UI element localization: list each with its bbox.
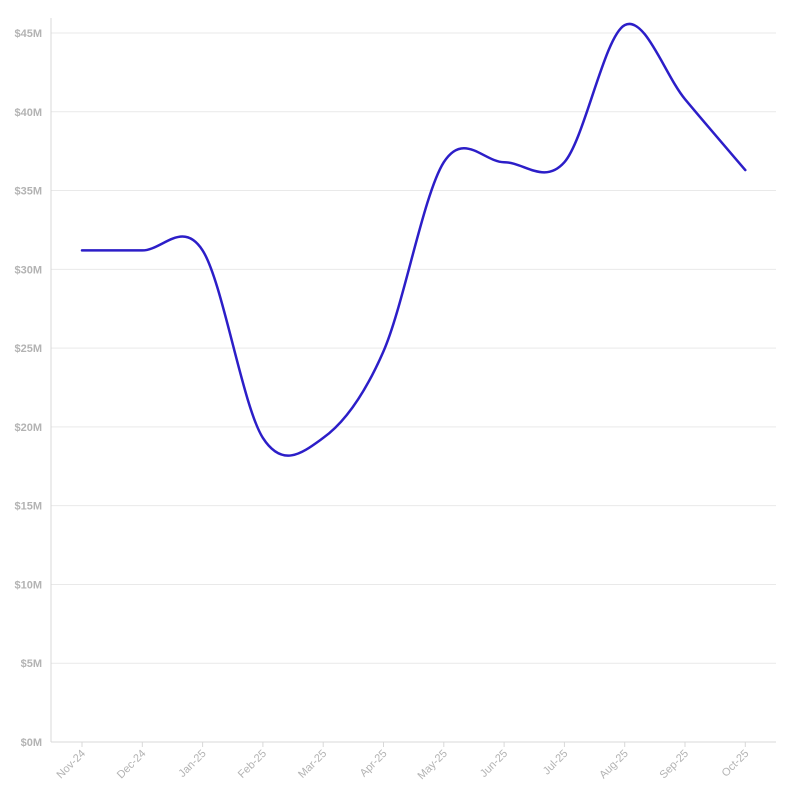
data-point[interactable] (317, 432, 329, 444)
x-tick-label: Jul-25 (541, 748, 571, 778)
x-axis-labels: Nov-24 Dec-24 Jan-25 Feb-25 Mar-25 Apr-25 May-… (55, 742, 752, 782)
y-axis-labels: $0M $5M $10M $15M $20M $25M $30M $35M $40M $45M (14, 28, 42, 749)
y-tick-label: $25M (14, 343, 42, 355)
y-tick-label: $45M (14, 28, 42, 40)
y-tick-label: $0M (21, 737, 42, 749)
x-tick-label: Dec-24 (115, 748, 149, 782)
y-tick-label: $15M (14, 501, 42, 513)
y-tick-label: $30M (14, 264, 42, 276)
series-line-0 (80, 22, 747, 457)
y-tick-label: $5M (21, 658, 42, 670)
data-point[interactable] (76, 244, 88, 256)
data-point[interactable] (197, 244, 209, 256)
x-tick-label: Mar-25 (296, 748, 329, 781)
data-point[interactable] (378, 345, 390, 357)
axis-layer (50, 18, 776, 743)
data-point[interactable] (498, 156, 510, 168)
data-point[interactable] (257, 432, 269, 444)
x-tick-label: Oct-25 (720, 748, 752, 780)
y-tick-label: $20M (14, 422, 42, 434)
y-tick-label: $40M (14, 107, 42, 119)
data-point[interactable] (558, 156, 570, 168)
x-tick-label: Feb-25 (236, 748, 269, 781)
x-tick-label: Jan-25 (176, 748, 208, 780)
data-point[interactable] (136, 244, 148, 256)
grid-layer (51, 32, 776, 743)
y-tick-label: $35M (14, 186, 42, 198)
series-layer (76, 19, 751, 457)
x-tick-label: Apr-25 (358, 748, 390, 780)
data-point[interactable] (438, 156, 450, 168)
data-point[interactable] (739, 164, 751, 176)
data-point[interactable] (619, 19, 631, 31)
x-tick-label: May-25 (415, 748, 449, 782)
y-tick-label: $10M (14, 579, 42, 591)
x-tick-label: Jun-25 (478, 748, 510, 780)
x-tick-label: Sep-25 (658, 748, 692, 782)
x-tick-label: Nov-24 (55, 748, 89, 782)
x-tick-label: Aug-25 (597, 748, 631, 782)
data-point[interactable] (679, 93, 691, 105)
